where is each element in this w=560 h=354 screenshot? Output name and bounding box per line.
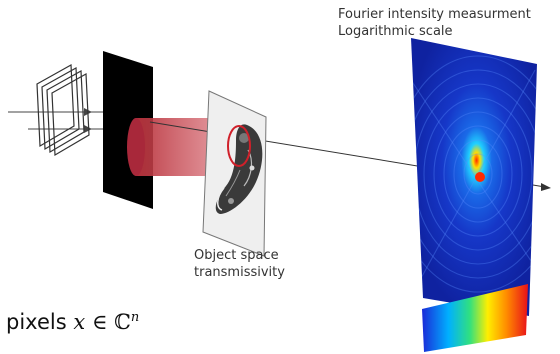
pixels-caption: pixels x ∈ ℂn xyxy=(6,305,139,335)
arrowhead-icon xyxy=(84,125,92,133)
fourier-caption-line2: Logarithmic scale xyxy=(338,24,453,39)
complex-set-symbol: ℂ xyxy=(114,310,131,334)
dimension-exponent: n xyxy=(130,310,140,325)
element-of-symbol: ∈ xyxy=(91,310,108,334)
fourier-caption: Fourier intensity measurment Logarithmic… xyxy=(338,6,531,40)
object-plane xyxy=(202,90,267,257)
object-caption-line1: Object space xyxy=(194,248,279,263)
fourier-detector xyxy=(411,38,537,316)
pixels-word: pixels xyxy=(6,310,67,334)
fourier-caption-line1: Fourier intensity measurment xyxy=(338,7,531,22)
arrowhead-icon xyxy=(541,183,551,191)
pixels-variable: x xyxy=(73,310,86,334)
object-caption: Object space transmissivity xyxy=(194,247,285,281)
wavefront-frames xyxy=(36,64,90,157)
colorbar xyxy=(422,284,528,352)
object-caption-line2: transmissivity xyxy=(194,265,285,280)
illumination-ring xyxy=(227,125,251,167)
